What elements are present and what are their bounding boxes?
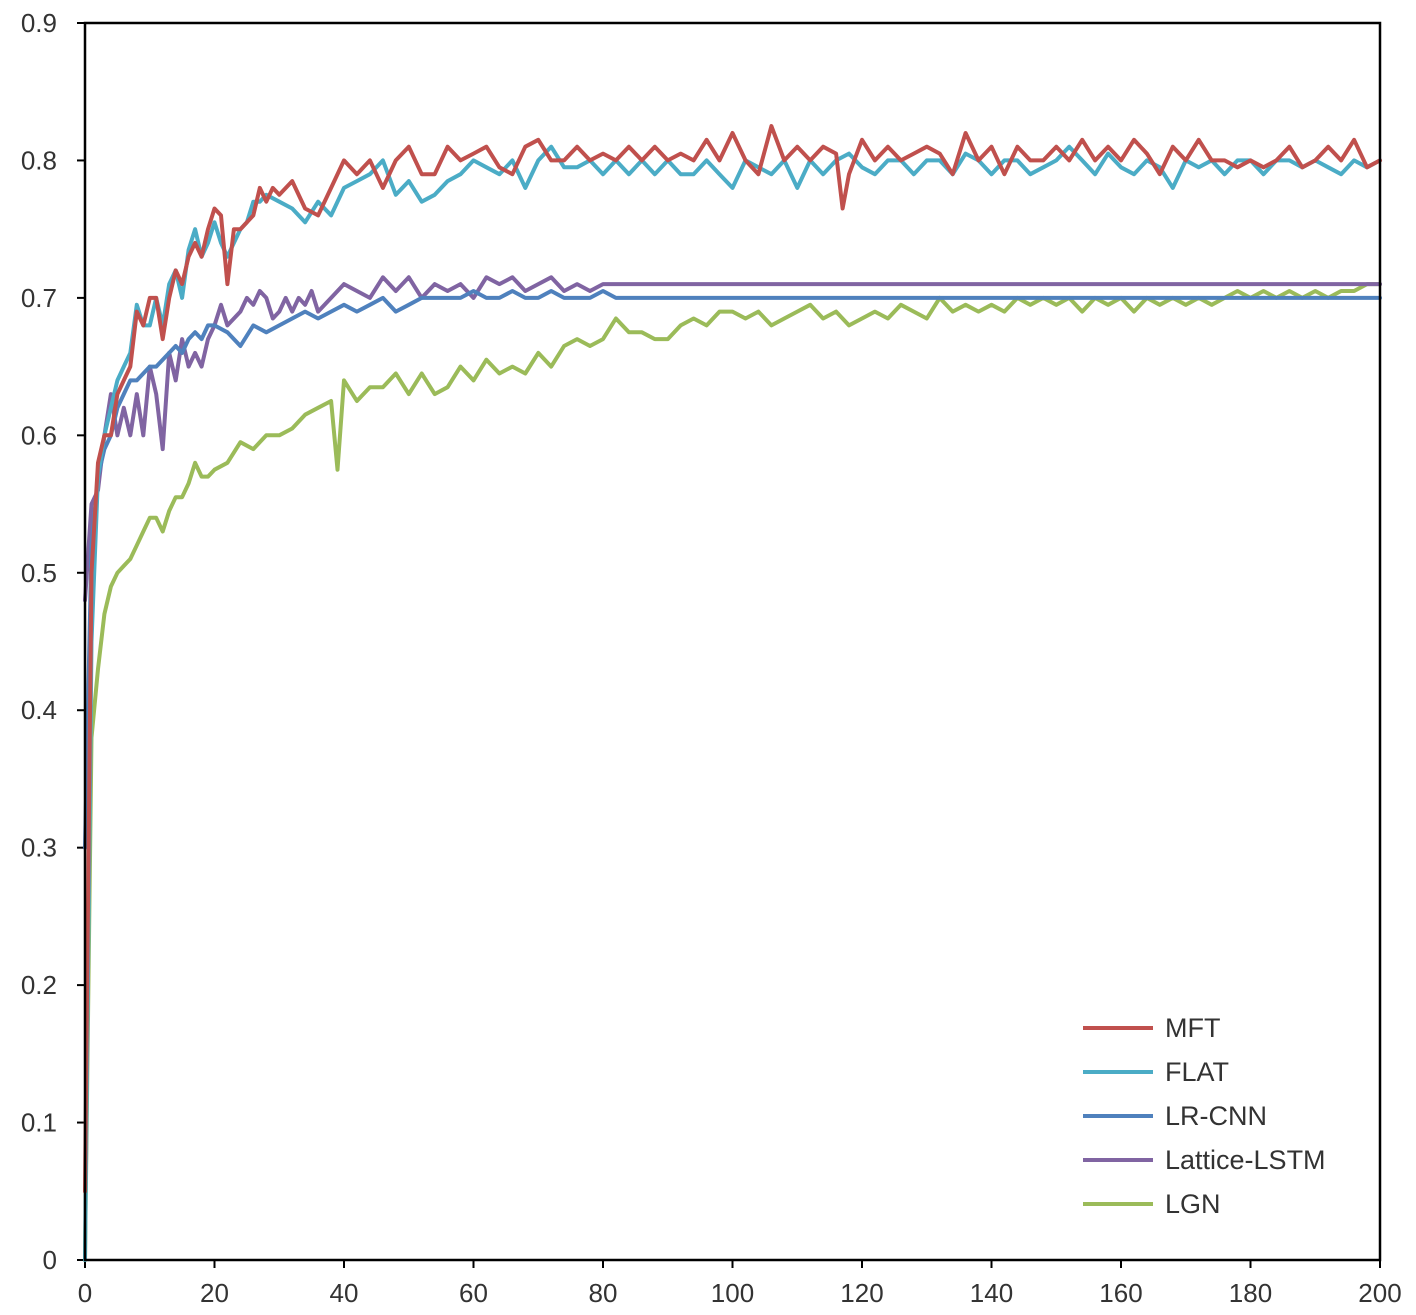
y-tick-label: 0.8: [21, 145, 57, 175]
y-tick-label: 0.1: [21, 1108, 57, 1138]
x-tick-label: 160: [1099, 1278, 1142, 1308]
y-tick-label: 0.2: [21, 970, 57, 1000]
y-tick-label: 0.6: [21, 420, 57, 450]
legend-label: Lattice-LSTM: [1165, 1145, 1326, 1175]
legend-label: LGN: [1165, 1189, 1221, 1219]
y-tick-label: 0.5: [21, 558, 57, 588]
x-tick-label: 40: [330, 1278, 359, 1308]
x-tick-label: 120: [840, 1278, 883, 1308]
x-tick-label: 60: [459, 1278, 488, 1308]
series-line-lattice-lstm: [83, 275, 1382, 603]
plot-series: [83, 124, 1382, 1262]
y-tick-label: 0: [43, 1245, 57, 1275]
x-tick-label: 0: [78, 1278, 92, 1308]
x-tick-label: 100: [711, 1278, 754, 1308]
y-axis: 0 0.1 0.2 0.3 0.4 0.5 0.6 0.7 0.8 0.9: [21, 8, 85, 1275]
x-axis: 0 20 40 60 80 100 120 140 160 180 200: [78, 1260, 1402, 1308]
x-tick-label: 140: [970, 1278, 1013, 1308]
legend-label: FLAT: [1165, 1057, 1229, 1087]
y-tick-label: 0.7: [21, 283, 57, 313]
legend-label: LR-CNN: [1165, 1101, 1267, 1131]
plot-area-frame: [83, 21, 1382, 1262]
x-tick-label: 200: [1358, 1278, 1401, 1308]
y-tick-label: 0.4: [21, 695, 57, 725]
legend: MFT FLAT LR-CNN Lattice-LSTM LGN: [1083, 1013, 1326, 1219]
x-tick-label: 80: [589, 1278, 618, 1308]
series-line-lr-cnn: [83, 289, 1382, 850]
series-line-mft: [83, 124, 1382, 1194]
y-tick-label: 0.3: [21, 833, 57, 863]
x-tick-label: 20: [200, 1278, 229, 1308]
series-line-lgn: [83, 282, 1382, 1262]
y-tick-label: 0.9: [21, 8, 57, 38]
legend-label: MFT: [1165, 1013, 1220, 1043]
x-tick-label: 180: [1229, 1278, 1272, 1308]
